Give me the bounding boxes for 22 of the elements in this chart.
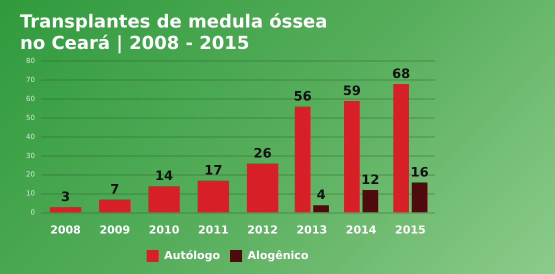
x-tick-label: 2009 [99, 223, 130, 236]
x-tick-label: 2012 [247, 223, 278, 236]
data-label: 16 [410, 165, 429, 180]
data-label: 3 [61, 190, 70, 205]
legend-label: Alogênico [248, 248, 309, 262]
x-tick-label: 2014 [346, 223, 377, 236]
x-tick-label: 2008 [50, 223, 81, 236]
x-tick-label: 2013 [296, 223, 328, 236]
data-label: 12 [361, 172, 380, 188]
x-tick-label: 2015 [395, 223, 426, 236]
data-label: 4 [316, 188, 326, 204]
data-label: 59 [342, 84, 361, 99]
x-tick-label: 2010 [148, 223, 180, 236]
data-label: 17 [204, 163, 222, 178]
x-tick-label: 2011 [198, 223, 229, 236]
chart-title: Transplantes de medula óssea no Ceará | 2008 - 2015 [20, 11, 328, 54]
legend-label: Autólogo [164, 248, 220, 262]
data-label: 7 [110, 182, 120, 198]
data-label: 56 [294, 90, 312, 105]
data-label: 26 [254, 146, 272, 162]
data-label: 14 [155, 169, 174, 184]
data-label: 68 [392, 66, 410, 82]
